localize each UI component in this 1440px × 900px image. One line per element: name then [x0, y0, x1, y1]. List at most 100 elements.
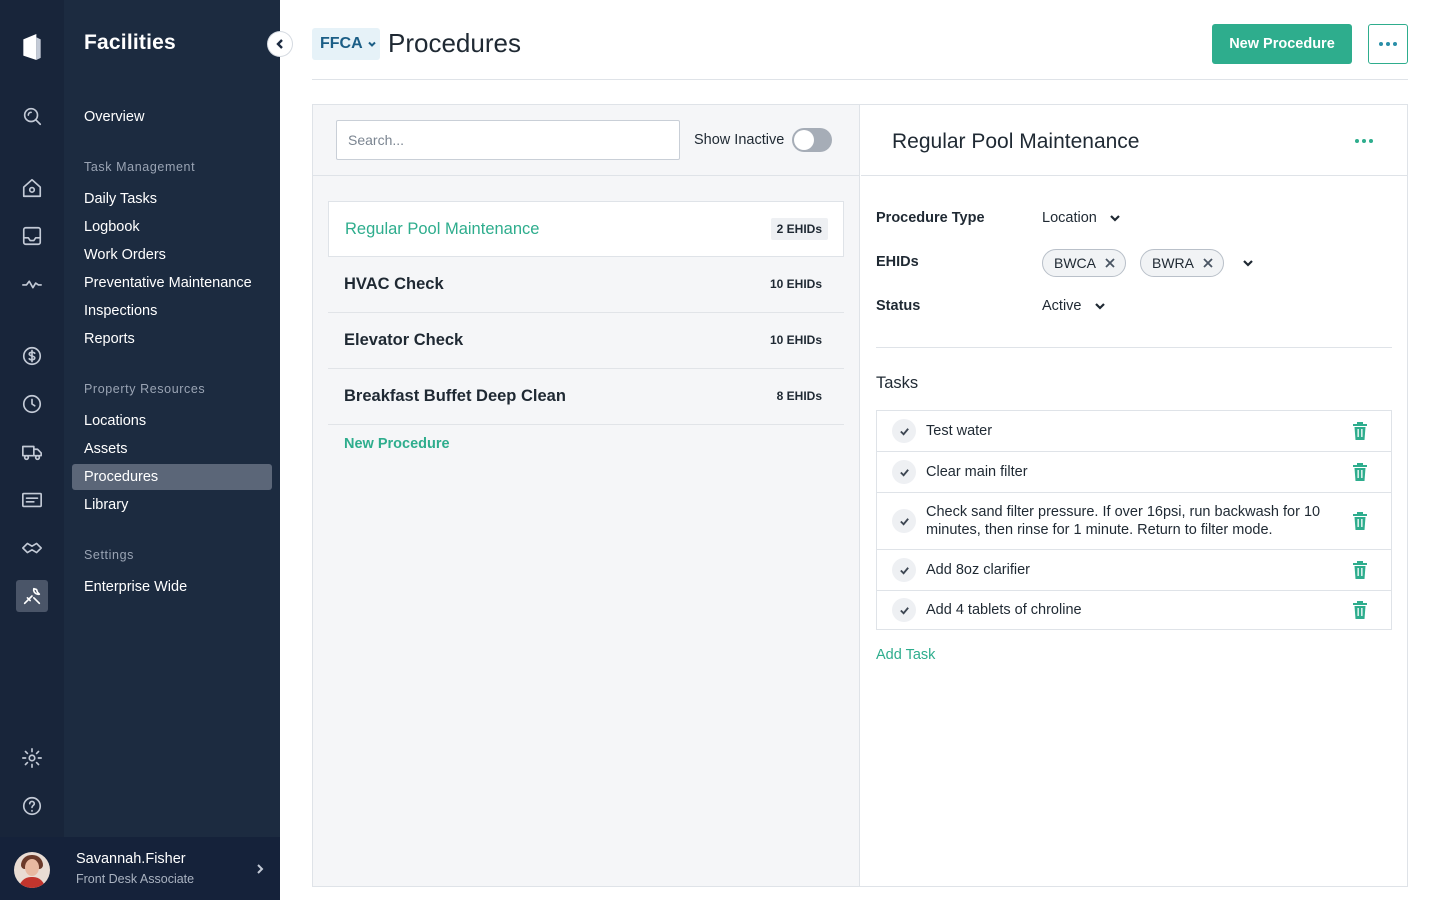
procedure-item-breakfast-buffet-deep-clean[interactable]: Breakfast Buffet Deep Clean 8 EHIDs [328, 369, 844, 425]
trash-icon[interactable] [1352, 422, 1368, 440]
task-text: Test water [926, 423, 993, 439]
task-row: Clear main filter [877, 452, 1391, 493]
procedure-ehid-count: 2 EHIDs [770, 218, 828, 240]
more-icon [1379, 42, 1397, 46]
procedure-ehid-count: 8 EHIDs [776, 389, 822, 403]
gear-icon[interactable] [16, 742, 48, 774]
chevron-down-icon [1110, 215, 1120, 222]
sidebar-item-preventative-maintenance[interactable]: Preventative Maintenance [84, 275, 252, 291]
ehid-chip-bwra: BWRA [1140, 249, 1224, 277]
search-icon[interactable] [16, 100, 48, 132]
task-text: Add 8oz clarifier [926, 562, 1030, 578]
ehid-chip-label: BWRA [1152, 255, 1194, 271]
procedure-type-value: Location [1042, 210, 1097, 226]
sidebar-item-inspections[interactable]: Inspections [84, 303, 158, 319]
sidebar-item-work-orders[interactable]: Work Orders [84, 247, 166, 263]
user-menu[interactable]: Savannah.Fisher Front Desk Associate [0, 837, 280, 900]
ehids-dropdown-button[interactable] [1242, 256, 1254, 274]
procedure-ehid-count: 10 EHIDs [769, 277, 822, 291]
dollar-icon[interactable] [16, 340, 48, 372]
procedure-item-hvac-check[interactable]: HVAC Check 10 EHIDs [328, 257, 844, 313]
tasks-heading: Tasks [876, 374, 919, 392]
search-input[interactable] [336, 120, 680, 160]
chevron-left-icon [276, 39, 283, 49]
add-task-link[interactable]: Add Task [876, 647, 936, 663]
inbox-icon[interactable] [16, 220, 48, 252]
org-selector[interactable]: FFCA [312, 28, 380, 60]
id-card-icon[interactable] [16, 484, 48, 516]
procedure-list-pane: Show Inactive Regular Pool Maintenance 2… [313, 105, 860, 886]
chevron-down-icon [367, 41, 376, 47]
nav-section-property-resources: Property Resources [84, 382, 206, 396]
new-procedure-button[interactable]: New Procedure [1212, 24, 1352, 64]
status-select[interactable]: Active [1042, 298, 1106, 314]
task-text: Check sand filter pressure. If over 16ps… [926, 504, 1321, 538]
org-label: FFCA [320, 35, 363, 52]
task-row: Add 8oz clarifier [877, 550, 1391, 591]
sidebar-item-overview[interactable]: Overview [84, 109, 145, 125]
new-procedure-link[interactable]: New Procedure [344, 436, 450, 452]
home-icon[interactable] [16, 172, 48, 204]
sidebar-item-assets[interactable]: Assets [84, 441, 128, 457]
sidebar-item-procedures[interactable]: Procedures [72, 464, 272, 490]
sidebar-item-daily-tasks[interactable]: Daily Tasks [84, 191, 158, 207]
task-row: Check sand filter pressure. If over 16ps… [877, 493, 1391, 550]
procedure-item-elevator-check[interactable]: Elevator Check 10 EHIDs [328, 313, 844, 369]
activity-icon[interactable] [16, 268, 48, 300]
sidebar: Facilities Overview Task Management Dail… [64, 0, 292, 900]
check-icon [899, 606, 909, 615]
sidebar-item-logbook[interactable]: Logbook [84, 219, 140, 235]
clock-icon[interactable] [16, 388, 48, 420]
task-complete-toggle[interactable] [892, 598, 916, 622]
procedure-ehid-count: 10 EHIDs [769, 333, 822, 347]
wrench-icon[interactable] [16, 580, 48, 612]
procedure-type-select[interactable]: Location [1042, 210, 1121, 226]
sidebar-item-enterprise-wide[interactable]: Enterprise Wide [84, 579, 188, 595]
task-complete-toggle[interactable] [892, 558, 916, 582]
trash-icon[interactable] [1352, 512, 1368, 530]
sidebar-item-reports[interactable]: Reports [84, 331, 135, 347]
procedure-item-regular-pool-maintenance[interactable]: Regular Pool Maintenance 2 EHIDs [328, 201, 844, 257]
show-inactive-toggle[interactable] [792, 128, 832, 152]
header-divider [312, 79, 1408, 80]
page-title: Procedures [388, 28, 521, 58]
help-icon[interactable] [16, 790, 48, 822]
sidebar-title: Facilities [84, 31, 176, 54]
truck-icon[interactable] [16, 436, 48, 468]
close-icon[interactable] [1105, 258, 1115, 268]
procedures-card: Show Inactive Regular Pool Maintenance 2… [312, 104, 1408, 887]
task-row: Test water [877, 411, 1391, 452]
close-icon[interactable] [1203, 258, 1213, 268]
trash-icon[interactable] [1352, 601, 1368, 619]
status-label: Status [876, 298, 921, 314]
task-complete-toggle[interactable] [892, 460, 916, 484]
task-complete-toggle[interactable] [892, 509, 916, 533]
detail-title: Regular Pool Maintenance [892, 130, 1140, 153]
check-icon [899, 468, 909, 477]
procedure-type-label: Procedure Type [876, 210, 985, 226]
task-complete-toggle[interactable] [892, 419, 916, 443]
user-role: Front Desk Associate [76, 872, 195, 886]
logo-icon[interactable] [14, 27, 50, 67]
detail-header: Regular Pool Maintenance [861, 105, 1407, 176]
more-icon [1355, 139, 1373, 143]
sidebar-item-locations[interactable]: Locations [84, 413, 147, 429]
list-toolbar: Show Inactive [313, 105, 860, 176]
procedure-name: HVAC Check [344, 275, 444, 293]
collapse-sidebar-button[interactable] [268, 32, 292, 56]
status-value: Active [1042, 298, 1082, 314]
detail-divider [876, 347, 1392, 348]
detail-more-button[interactable] [1355, 139, 1373, 143]
avatar [14, 852, 50, 888]
trash-icon[interactable] [1352, 463, 1368, 481]
procedure-name: Breakfast Buffet Deep Clean [344, 387, 566, 405]
page-more-button[interactable] [1368, 24, 1408, 64]
task-list: Test water Clear main filter Check sand [876, 410, 1392, 630]
task-text: Add 4 tablets of chroline [926, 602, 1082, 618]
handshake-icon[interactable] [16, 532, 48, 564]
trash-icon[interactable] [1352, 561, 1368, 579]
ehid-chip-bwca: BWCA [1042, 249, 1126, 277]
sidebar-item-library[interactable]: Library [84, 497, 129, 513]
nav-section-task-management: Task Management [84, 160, 196, 174]
nav-section-settings: Settings [84, 548, 134, 562]
